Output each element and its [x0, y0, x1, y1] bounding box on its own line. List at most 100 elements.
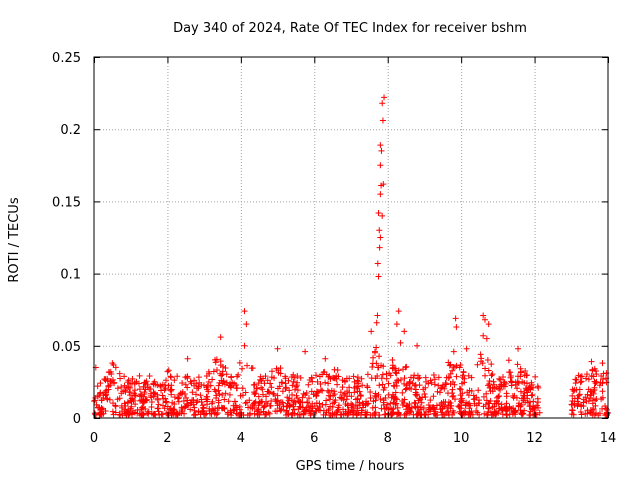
band-point [603, 370, 610, 377]
band-point [210, 407, 217, 414]
band-point [418, 399, 425, 406]
data-point [463, 345, 470, 352]
band-point [181, 390, 188, 397]
x-tick-label: 2 [163, 431, 171, 446]
band-point [325, 380, 332, 387]
band-point [179, 380, 186, 387]
band-point [394, 404, 401, 411]
band-point [498, 405, 505, 412]
band-point [376, 353, 383, 360]
band-point [512, 379, 519, 386]
band-point [446, 362, 453, 369]
band-point [292, 386, 299, 393]
x-tick-label: 4 [237, 431, 245, 446]
band-point [392, 389, 399, 396]
band-point [279, 379, 286, 386]
band-point [248, 365, 255, 372]
band-point [282, 375, 289, 382]
band-point [393, 400, 400, 407]
band-point [232, 398, 239, 405]
band-point [485, 367, 492, 374]
band-point [98, 405, 105, 412]
band-point [385, 380, 392, 387]
band-point [304, 399, 311, 406]
data-point [380, 181, 387, 188]
band-point [392, 379, 399, 386]
band-point [245, 404, 252, 411]
band-point [261, 380, 268, 387]
band-point [314, 390, 321, 397]
data-point [393, 321, 400, 328]
band-point [435, 374, 442, 381]
band-point [255, 402, 262, 409]
band-point [392, 369, 399, 376]
band-point [587, 388, 594, 395]
band-point [486, 380, 493, 387]
band-point [359, 382, 366, 389]
band-point [459, 374, 466, 381]
band-point [189, 389, 196, 396]
band-point [154, 405, 161, 412]
band-point [593, 371, 600, 378]
band-point [436, 389, 443, 396]
band-point [593, 378, 600, 385]
band-point [104, 377, 111, 384]
band-point [272, 408, 279, 415]
band-point [515, 403, 522, 410]
band-point [246, 397, 253, 404]
band-point [264, 388, 271, 395]
band-point [274, 385, 281, 392]
band-point [389, 364, 396, 371]
band-point [337, 389, 344, 396]
band-point [430, 410, 437, 417]
band-point [170, 406, 177, 413]
band-point [280, 403, 287, 410]
band-point [350, 373, 357, 380]
band-point [369, 364, 376, 371]
band-point [527, 412, 534, 419]
plot-frame [93, 56, 609, 419]
band-point [251, 391, 258, 398]
band-point [316, 400, 323, 407]
band-point [211, 386, 218, 393]
band-point [459, 380, 466, 387]
band-point [263, 398, 270, 405]
band-point [590, 388, 597, 395]
band-point [215, 382, 222, 389]
x-tick-label: 0 [90, 431, 98, 446]
band-point [400, 366, 407, 373]
band-point [327, 412, 334, 419]
band-point [171, 401, 178, 408]
band-point [459, 390, 466, 397]
band-point [162, 399, 169, 406]
data-point [480, 332, 487, 339]
band-point [441, 385, 448, 392]
band-point [224, 411, 231, 418]
data-point [217, 334, 224, 341]
band-point [461, 411, 468, 418]
band-point [569, 392, 576, 399]
band-point [363, 398, 370, 405]
band-point [158, 387, 165, 394]
band-point [334, 367, 341, 374]
band-point [307, 412, 314, 419]
band-point [416, 382, 423, 389]
band-point [202, 411, 209, 418]
band-point [377, 395, 384, 402]
band-point [534, 395, 541, 402]
band-point [510, 394, 517, 401]
band-point [427, 377, 434, 384]
band-point [583, 371, 590, 378]
data-point [377, 191, 384, 198]
band-point [364, 383, 371, 390]
band-point [327, 393, 334, 400]
band-point [380, 363, 387, 370]
y-tick-label: 0 [73, 412, 81, 427]
band-point [164, 403, 171, 410]
band-point [307, 410, 314, 417]
band-point [434, 388, 441, 395]
band-point [351, 389, 358, 396]
band-point [204, 401, 211, 408]
y-tick-label: 0.2 [60, 123, 81, 138]
band-point [127, 405, 134, 412]
